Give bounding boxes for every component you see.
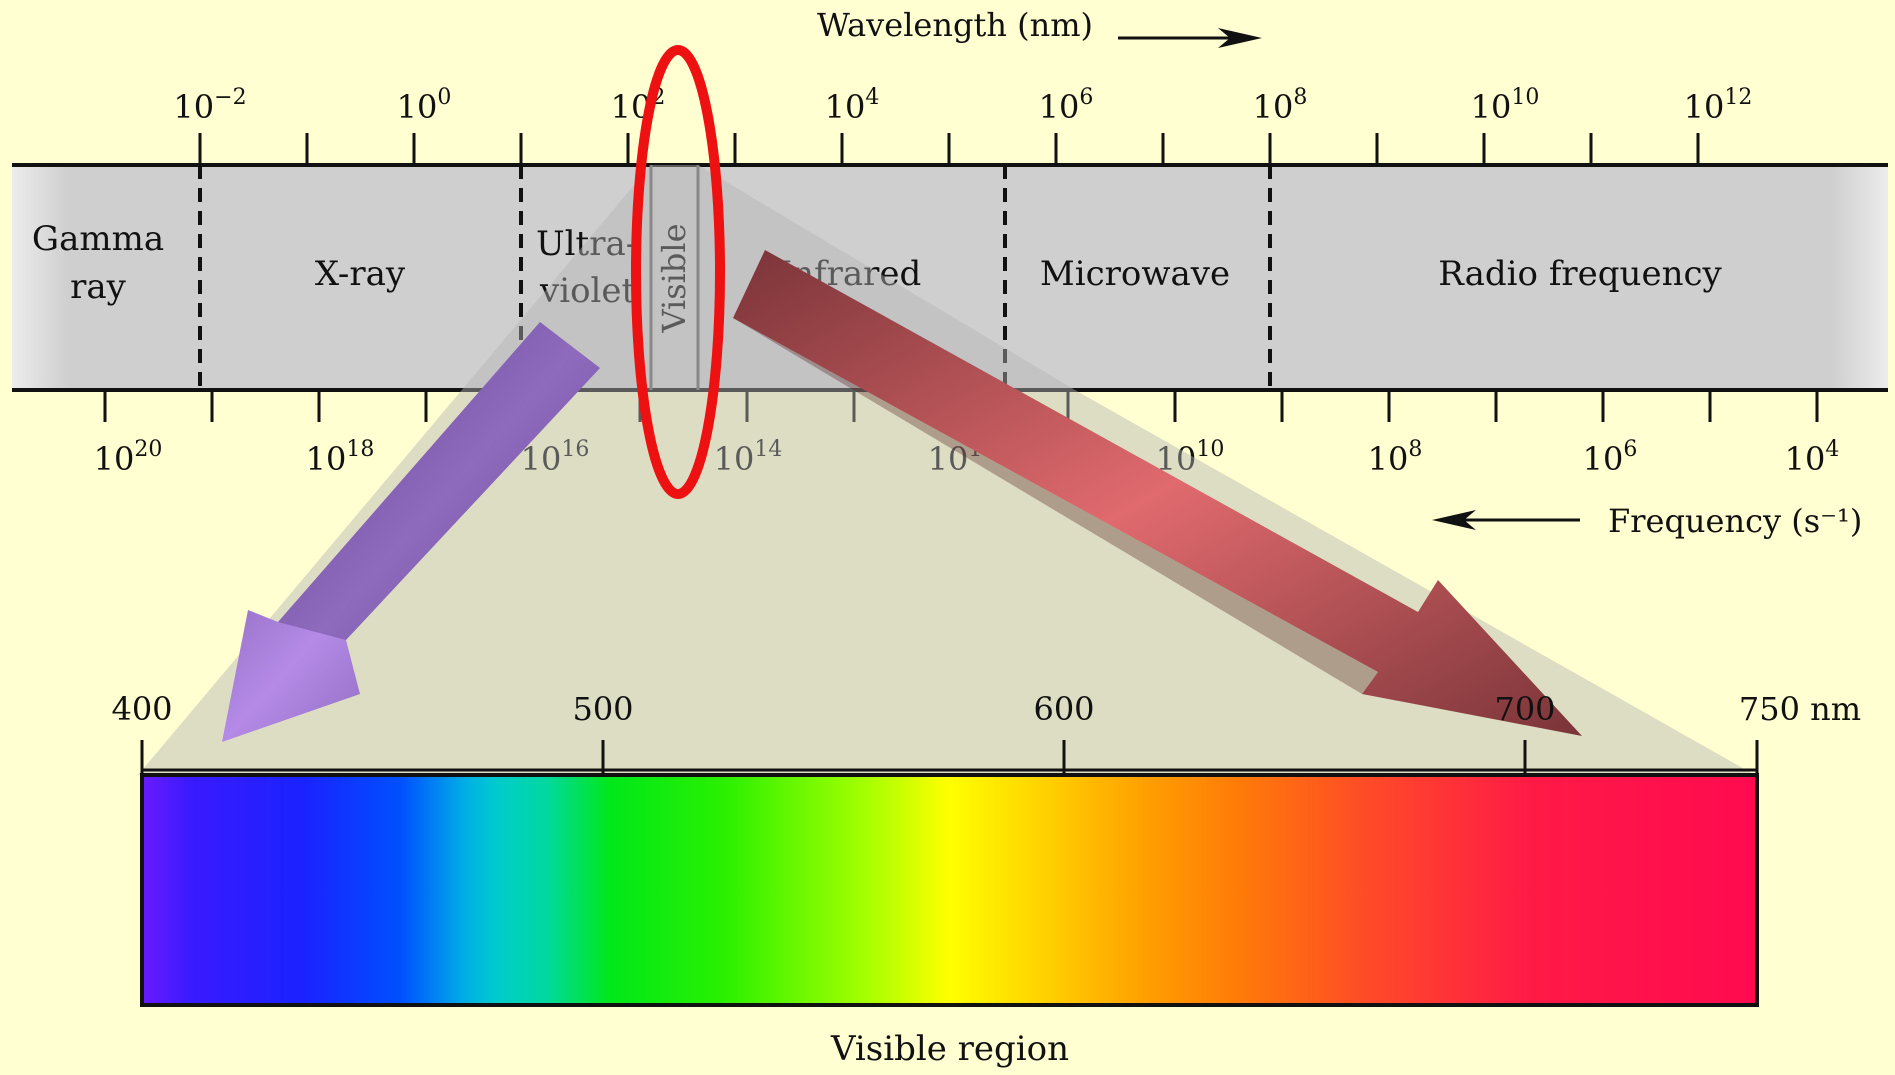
wavelength-tick-labels: 10−2 100 102 104 106 108 1010 1012 xyxy=(173,85,1752,126)
visible-tick-600: 600 xyxy=(1033,690,1094,728)
visible-tick-500: 500 xyxy=(572,690,633,728)
region-ultraviolet-line2: violet xyxy=(539,271,636,311)
region-ultraviolet-line1: Ultra- xyxy=(536,224,637,264)
visible-tick-400: 400 xyxy=(111,690,172,728)
wavelength-tick-12: 1012 xyxy=(1684,85,1753,126)
red-end-arrow xyxy=(733,250,1582,736)
frequency-tick-20: 1020 xyxy=(94,437,163,478)
region-microwave: Microwave xyxy=(1040,254,1230,294)
frequency-tick-8: 108 xyxy=(1368,437,1423,478)
wavelength-tick-6: 106 xyxy=(1039,85,1094,126)
region-gamma-ray-line1: Gamma xyxy=(32,219,164,259)
frequency-tick-6: 106 xyxy=(1583,437,1638,478)
frequency-tick-14: 1014 xyxy=(714,437,783,478)
frequency-axis-label: Frequency (s⁻¹) xyxy=(1608,502,1862,540)
wavelength-arrow xyxy=(1118,28,1262,48)
violet-end-arrow xyxy=(222,322,600,742)
region-x-ray: X-ray xyxy=(315,254,406,294)
region-gamma-ray-line2: ray xyxy=(70,267,127,307)
region-visible: Visible xyxy=(655,223,693,333)
wavelength-axis-ticks xyxy=(198,133,1700,165)
visible-scale-ticks xyxy=(140,740,1759,775)
wavelength-tick-4: 104 xyxy=(825,85,880,126)
frequency-tick-4: 104 xyxy=(1785,437,1840,478)
region-radio-frequency: Radio frequency xyxy=(1438,254,1722,294)
visible-tick-750: 750 nm xyxy=(1739,690,1861,728)
spectrum-band xyxy=(12,165,1888,390)
visible-tick-700: 700 xyxy=(1494,690,1555,728)
visible-spectrum-bar xyxy=(140,773,1759,1007)
visible-highlight-ellipse xyxy=(631,45,725,499)
wavelength-axis-label: Wavelength (nm) xyxy=(817,6,1093,44)
frequency-tick-16: 1016 xyxy=(521,437,590,478)
wavelength-tick-8: 108 xyxy=(1253,85,1308,126)
frequency-axis-ticks xyxy=(103,390,1819,422)
wavelength-tick-10: 1010 xyxy=(1471,85,1540,126)
visible-region-label: Visible region xyxy=(830,1029,1069,1069)
frequency-tick-18: 1018 xyxy=(306,437,375,478)
wavelength-tick-−2: 10−2 xyxy=(173,85,246,126)
wavelength-tick-0: 100 xyxy=(397,85,452,126)
frequency-arrow xyxy=(1432,510,1580,530)
